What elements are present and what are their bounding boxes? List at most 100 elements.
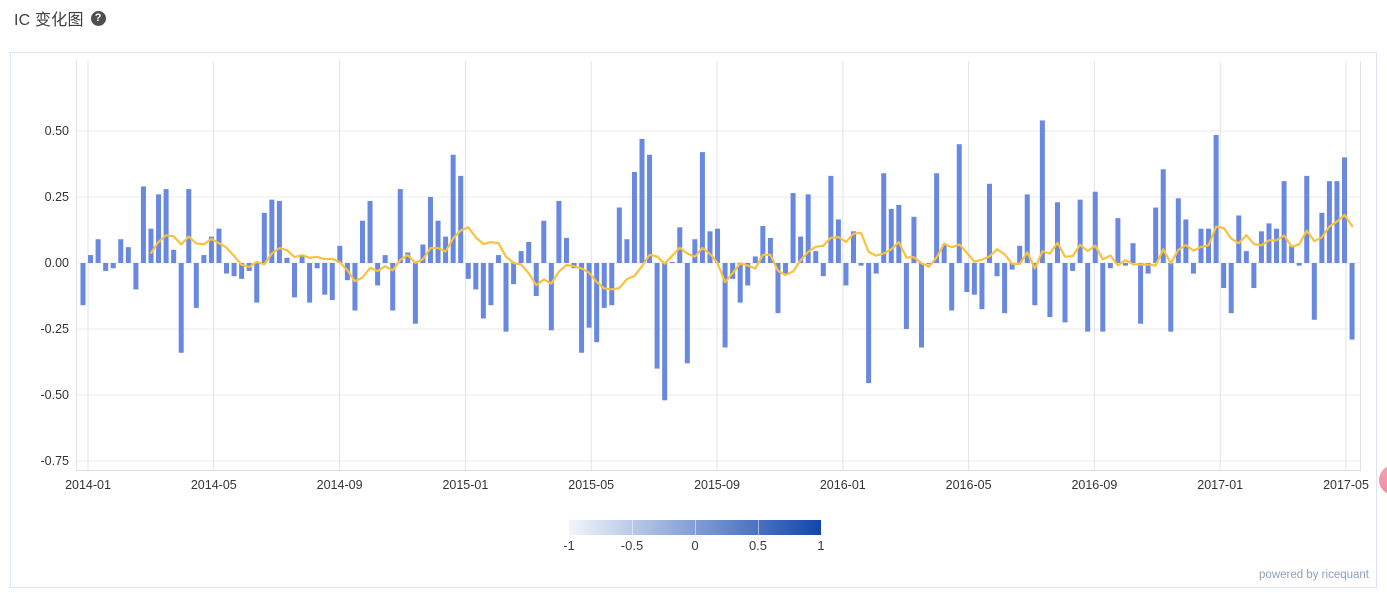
ic-bar — [95, 239, 101, 263]
powered-by-ricequant: powered by ricequant — [1259, 569, 1369, 581]
ic-bar — [669, 262, 675, 263]
ic-bar — [737, 263, 743, 303]
ic-bar — [1304, 175, 1310, 263]
ic-bar — [556, 200, 562, 263]
ic-bar — [1213, 134, 1219, 263]
ic-bar — [1047, 263, 1053, 318]
ic-bar — [1289, 245, 1295, 263]
ic-bar — [1281, 181, 1287, 263]
ic-bar — [896, 204, 902, 263]
ic-bar — [624, 239, 630, 263]
ic-bar — [148, 228, 154, 263]
ic-bar — [1017, 245, 1023, 263]
ic-bar — [360, 220, 365, 263]
ic-bar — [216, 228, 222, 263]
floating-widget-button[interactable] — [1379, 465, 1387, 495]
ic-bar — [397, 189, 403, 263]
ic-bar — [186, 189, 192, 263]
ic-bar — [526, 241, 532, 263]
ic-bar — [639, 138, 645, 263]
y-tick-label: 0.00 — [44, 256, 69, 270]
ic-bar — [382, 255, 388, 263]
ic-bar — [465, 263, 471, 279]
y-tick-label: -0.50 — [40, 388, 70, 402]
ic-bar — [178, 263, 184, 353]
ic-bar — [276, 200, 282, 263]
ic-bar — [1266, 223, 1272, 263]
ic-bar — [163, 189, 169, 263]
colorbar-tick-label: -1 — [563, 538, 575, 553]
ic-bar — [911, 216, 917, 263]
ic-bar — [329, 263, 335, 300]
ic-bar — [307, 263, 313, 303]
ic-bar — [994, 263, 1000, 277]
ic-bar — [745, 263, 751, 286]
ic-bar — [692, 239, 698, 263]
ic-bar — [730, 263, 736, 279]
ic-bar — [1032, 263, 1038, 306]
ic-bar — [80, 263, 86, 306]
ic-bar — [511, 263, 517, 285]
ic-bar — [231, 263, 237, 277]
colorbar-tick-label: -0.5 — [620, 538, 644, 553]
ic-bar — [631, 171, 637, 263]
ic-bar — [1311, 263, 1317, 320]
ic-bar — [647, 154, 653, 263]
ic-bar — [269, 199, 275, 263]
ic-bar — [88, 255, 94, 263]
ic-chart-plot[interactable] — [76, 61, 1361, 471]
x-tick-label: 2017-05 — [1323, 478, 1369, 492]
y-tick-label: 0.25 — [44, 190, 69, 204]
ic-bar — [684, 263, 690, 364]
page-title: IC 变化图 — [14, 12, 84, 29]
ic-bar — [201, 255, 207, 263]
colorbar-tick-label: 1 — [817, 538, 825, 553]
ic-bar — [1160, 169, 1166, 263]
x-tick-label: 2015-09 — [694, 478, 740, 492]
ic-bar — [480, 263, 486, 319]
colorbar-segment-line — [632, 520, 633, 535]
x-tick-label: 2014-01 — [65, 478, 111, 492]
ic-bar — [662, 263, 668, 401]
ic-bar — [881, 173, 887, 263]
ic-bar — [828, 175, 834, 263]
ic-bar — [1145, 263, 1151, 274]
ic-bar — [367, 200, 373, 263]
x-tick-label: 2017-01 — [1197, 478, 1244, 492]
ic-bar — [133, 263, 139, 290]
ic-bar — [103, 263, 109, 271]
ic-bar — [292, 263, 298, 298]
ic-bar — [616, 207, 622, 263]
ic-bar — [450, 154, 456, 263]
ic-bar — [1130, 243, 1136, 263]
ic-bar — [873, 263, 879, 274]
y-tick-label: -0.25 — [40, 322, 70, 336]
ic-bar — [503, 263, 509, 332]
ic-bar — [1002, 263, 1008, 314]
ic-bar — [488, 263, 494, 306]
ic-bar — [790, 193, 796, 263]
ic-bar — [1100, 263, 1106, 332]
ic-bar — [1326, 181, 1332, 263]
ic-bar — [986, 183, 992, 263]
ic-bar — [775, 263, 781, 314]
ic-bar — [473, 263, 479, 290]
ic-bar — [699, 152, 705, 263]
ic-bar — [586, 263, 592, 328]
ic-bar — [1122, 263, 1128, 266]
ic-bar — [760, 226, 766, 263]
ic-bar — [156, 194, 162, 263]
ic-bar — [971, 263, 977, 295]
ic-bar — [798, 236, 804, 263]
ic-bar — [314, 263, 320, 269]
ic-bar — [390, 263, 396, 311]
trend-line — [149, 213, 1354, 291]
ic-bar — [888, 208, 894, 263]
help-icon[interactable]: ? — [90, 10, 106, 26]
ic-bar — [224, 263, 230, 274]
x-tick-label: 2014-05 — [190, 478, 237, 492]
ic-bar — [1168, 263, 1174, 332]
ic-bar — [715, 228, 721, 263]
ic-bar — [405, 252, 411, 263]
ic-bar — [458, 175, 464, 263]
